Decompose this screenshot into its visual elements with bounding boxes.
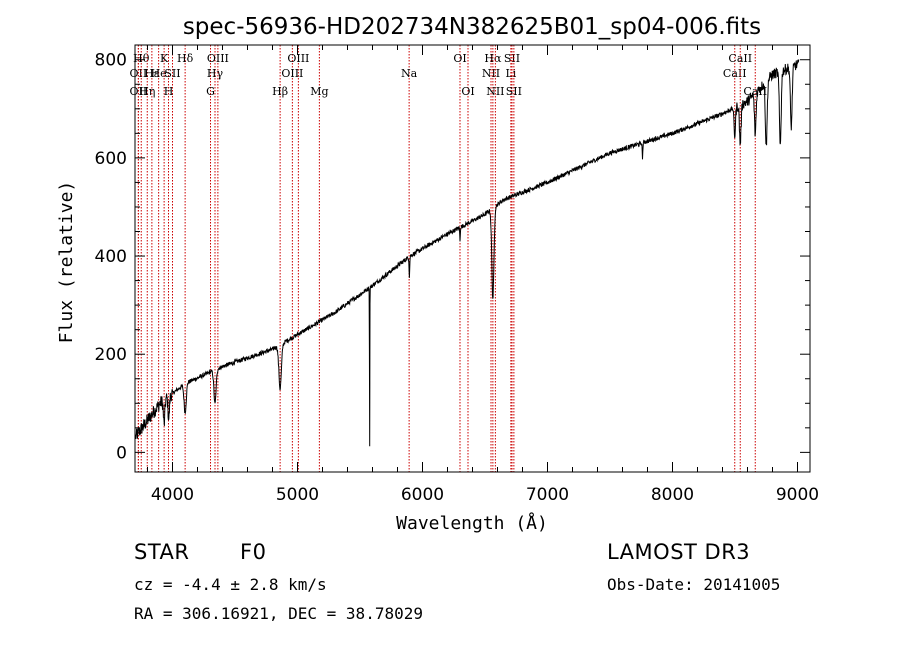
line-marker-label: Hη (139, 85, 155, 98)
line-marker-label: G (206, 85, 215, 98)
line-markers: OIIHθOIIHηHεHeKHSIIHδGHγOIIIHβOIIIOIIIMg… (130, 45, 767, 472)
line-marker-label: NII (482, 67, 500, 80)
line-marker-label: Hγ (207, 67, 224, 80)
line-marker-label: CaII (723, 67, 747, 80)
line-marker-label: K (160, 52, 169, 65)
x-tick-label: 4000 (151, 485, 194, 505)
x-tick-label: 7000 (526, 485, 569, 505)
line-marker-label: Mg (310, 85, 328, 98)
line-marker-label: Na (401, 67, 418, 80)
x-axis-label: Wavelength (Å) (396, 512, 548, 534)
obs-date: Obs-Date: 20141005 (607, 575, 781, 594)
line-marker-label: Li (505, 67, 516, 80)
y-axis: 0 200 400 600 800 (95, 51, 810, 463)
line-marker-label: Hθ (133, 52, 150, 65)
line-marker-label: He (151, 67, 167, 80)
y-tick-label: 800 (95, 51, 127, 71)
line-marker-label: OIII (281, 67, 303, 80)
line-marker-label: Hδ (177, 52, 194, 65)
line-marker-label: SII (506, 85, 522, 98)
line-marker-label: SII (504, 52, 520, 65)
line-marker-label: Hβ (272, 85, 288, 98)
coordinates: RA = 306.16921, DEC = 38.78029 (134, 604, 423, 623)
line-marker-label: CaII (728, 52, 752, 65)
line-marker-label: OI (453, 52, 466, 65)
line-marker-label: OII (130, 85, 148, 98)
chart-title: spec-56936-HD202734N382625B01_sp04-006.f… (183, 14, 761, 40)
survey-name: LAMOST DR3 (607, 540, 751, 564)
line-marker-label: OI (461, 85, 474, 98)
y-axis-label: Flux (relative) (56, 181, 77, 344)
y-tick-label: 0 (116, 443, 127, 463)
y-tick-label: 400 (95, 247, 127, 267)
x-tick-label: 5000 (276, 485, 319, 505)
line-marker-label: OIII (287, 52, 309, 65)
x-tick-label: 6000 (401, 485, 444, 505)
line-marker-label: NII (486, 85, 504, 98)
line-marker-label: H (164, 85, 174, 98)
x-tick-label: 8000 (651, 485, 694, 505)
redshift-value: cz = -4.4 ± 2.8 km/s (134, 575, 327, 594)
line-marker-label: Hε (144, 67, 160, 80)
line-marker-label: SII (164, 67, 180, 80)
object-subclass: F0 (240, 540, 267, 564)
plot-frame (134, 44, 811, 473)
line-marker-label: Hα (484, 52, 502, 65)
x-tick-label: 9000 (776, 485, 819, 505)
y-tick-label: 200 (95, 345, 127, 365)
x-axis: 4000 5000 6000 7000 8000 9000 (147, 45, 819, 505)
y-tick-label: 600 (95, 149, 127, 169)
line-marker-label: OIII (207, 52, 229, 65)
object-class: STAR (134, 540, 190, 564)
spectrum-line (135, 59, 800, 447)
